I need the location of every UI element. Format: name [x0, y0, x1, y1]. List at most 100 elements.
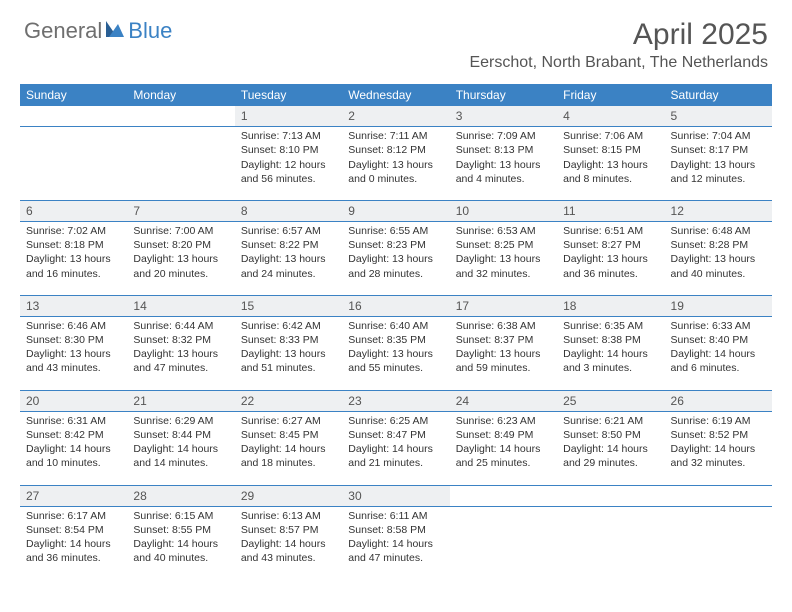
day-data-cell: Sunrise: 7:13 AMSunset: 8:10 PMDaylight:… [235, 127, 342, 201]
day-data-row: Sunrise: 6:31 AMSunset: 8:42 PMDaylight:… [20, 411, 772, 485]
weekday-header: Friday [557, 84, 664, 106]
daylight-text: Daylight: 14 hours and 47 minutes. [348, 537, 443, 565]
sunset-text: Sunset: 8:40 PM [671, 333, 766, 347]
sunrise-text: Sunrise: 6:51 AM [563, 224, 658, 238]
sunrise-text: Sunrise: 7:11 AM [348, 129, 443, 143]
sunrise-text: Sunrise: 6:13 AM [241, 509, 336, 523]
sunrise-text: Sunrise: 7:02 AM [26, 224, 121, 238]
day-number-cell: 6 [20, 200, 127, 221]
sunset-text: Sunset: 8:13 PM [456, 143, 551, 157]
sunrise-text: Sunrise: 6:46 AM [26, 319, 121, 333]
day-data-cell: Sunrise: 6:57 AMSunset: 8:22 PMDaylight:… [235, 222, 342, 296]
sunrise-text: Sunrise: 6:42 AM [241, 319, 336, 333]
page-title: April 2025 [469, 18, 768, 52]
title-block: April 2025 Eerschot, North Brabant, The … [469, 18, 768, 72]
sunrise-text: Sunrise: 7:13 AM [241, 129, 336, 143]
day-number-cell: 11 [557, 200, 664, 221]
day-number-cell: 25 [557, 390, 664, 411]
sunset-text: Sunset: 8:50 PM [563, 428, 658, 442]
day-number-cell [20, 106, 127, 127]
weekday-header: Tuesday [235, 84, 342, 106]
day-number-cell: 12 [665, 200, 772, 221]
weekday-header-row: Sunday Monday Tuesday Wednesday Thursday… [20, 84, 772, 106]
sunset-text: Sunset: 8:45 PM [241, 428, 336, 442]
day-data-cell [450, 506, 557, 579]
day-number-cell: 19 [665, 295, 772, 316]
sunset-text: Sunset: 8:52 PM [671, 428, 766, 442]
day-data-cell: Sunrise: 6:27 AMSunset: 8:45 PMDaylight:… [235, 411, 342, 485]
daylight-text: Daylight: 13 hours and 47 minutes. [133, 347, 228, 375]
day-data-cell: Sunrise: 6:21 AMSunset: 8:50 PMDaylight:… [557, 411, 664, 485]
sunrise-text: Sunrise: 6:11 AM [348, 509, 443, 523]
daylight-text: Daylight: 14 hours and 36 minutes. [26, 537, 121, 565]
day-data-cell: Sunrise: 6:48 AMSunset: 8:28 PMDaylight:… [665, 222, 772, 296]
sunset-text: Sunset: 8:49 PM [456, 428, 551, 442]
daylight-text: Daylight: 14 hours and 43 minutes. [241, 537, 336, 565]
sunset-text: Sunset: 8:58 PM [348, 523, 443, 537]
day-data-cell [127, 127, 234, 201]
day-number-cell: 15 [235, 295, 342, 316]
day-number-cell: 26 [665, 390, 772, 411]
sunrise-text: Sunrise: 6:35 AM [563, 319, 658, 333]
logo-text-blue: Blue [128, 18, 172, 44]
daylight-text: Daylight: 13 hours and 28 minutes. [348, 252, 443, 280]
day-number-cell: 22 [235, 390, 342, 411]
day-data-cell: Sunrise: 6:13 AMSunset: 8:57 PMDaylight:… [235, 506, 342, 579]
sunset-text: Sunset: 8:33 PM [241, 333, 336, 347]
daylight-text: Daylight: 14 hours and 32 minutes. [671, 442, 766, 470]
day-number-cell: 13 [20, 295, 127, 316]
daylight-text: Daylight: 14 hours and 18 minutes. [241, 442, 336, 470]
daylight-text: Daylight: 13 hours and 12 minutes. [671, 158, 766, 186]
sunrise-text: Sunrise: 6:38 AM [456, 319, 551, 333]
sunrise-text: Sunrise: 6:17 AM [26, 509, 121, 523]
weekday-header: Wednesday [342, 84, 449, 106]
daylight-text: Daylight: 13 hours and 24 minutes. [241, 252, 336, 280]
sunset-text: Sunset: 8:25 PM [456, 238, 551, 252]
day-number-cell [127, 106, 234, 127]
sunrise-text: Sunrise: 6:31 AM [26, 414, 121, 428]
sunrise-text: Sunrise: 7:04 AM [671, 129, 766, 143]
daylight-text: Daylight: 13 hours and 0 minutes. [348, 158, 443, 186]
sunrise-text: Sunrise: 7:09 AM [456, 129, 551, 143]
sunset-text: Sunset: 8:44 PM [133, 428, 228, 442]
day-data-row: Sunrise: 6:46 AMSunset: 8:30 PMDaylight:… [20, 316, 772, 390]
day-number-row: 13141516171819 [20, 295, 772, 316]
sunset-text: Sunset: 8:55 PM [133, 523, 228, 537]
sunrise-text: Sunrise: 6:48 AM [671, 224, 766, 238]
day-data-row: Sunrise: 7:13 AMSunset: 8:10 PMDaylight:… [20, 127, 772, 201]
day-data-cell: Sunrise: 6:40 AMSunset: 8:35 PMDaylight:… [342, 316, 449, 390]
logo-text-general: General [24, 18, 102, 44]
sunrise-text: Sunrise: 6:23 AM [456, 414, 551, 428]
day-data-cell: Sunrise: 6:23 AMSunset: 8:49 PMDaylight:… [450, 411, 557, 485]
sunset-text: Sunset: 8:27 PM [563, 238, 658, 252]
day-data-cell: Sunrise: 6:11 AMSunset: 8:58 PMDaylight:… [342, 506, 449, 579]
sunset-text: Sunset: 8:23 PM [348, 238, 443, 252]
day-number-cell: 20 [20, 390, 127, 411]
day-data-cell: Sunrise: 6:35 AMSunset: 8:38 PMDaylight:… [557, 316, 664, 390]
daylight-text: Daylight: 13 hours and 4 minutes. [456, 158, 551, 186]
day-number-cell: 4 [557, 106, 664, 127]
sunset-text: Sunset: 8:20 PM [133, 238, 228, 252]
sunrise-text: Sunrise: 6:57 AM [241, 224, 336, 238]
daylight-text: Daylight: 14 hours and 14 minutes. [133, 442, 228, 470]
daylight-text: Daylight: 12 hours and 56 minutes. [241, 158, 336, 186]
day-data-cell: Sunrise: 7:06 AMSunset: 8:15 PMDaylight:… [557, 127, 664, 201]
daylight-text: Daylight: 13 hours and 55 minutes. [348, 347, 443, 375]
weekday-header: Thursday [450, 84, 557, 106]
day-data-cell: Sunrise: 6:31 AMSunset: 8:42 PMDaylight:… [20, 411, 127, 485]
day-data-cell: Sunrise: 6:38 AMSunset: 8:37 PMDaylight:… [450, 316, 557, 390]
sunset-text: Sunset: 8:22 PM [241, 238, 336, 252]
sunset-text: Sunset: 8:54 PM [26, 523, 121, 537]
sunset-text: Sunset: 8:37 PM [456, 333, 551, 347]
sunset-text: Sunset: 8:28 PM [671, 238, 766, 252]
day-data-cell: Sunrise: 6:25 AMSunset: 8:47 PMDaylight:… [342, 411, 449, 485]
sunrise-text: Sunrise: 6:15 AM [133, 509, 228, 523]
day-data-row: Sunrise: 7:02 AMSunset: 8:18 PMDaylight:… [20, 222, 772, 296]
daylight-text: Daylight: 14 hours and 25 minutes. [456, 442, 551, 470]
day-number-cell: 14 [127, 295, 234, 316]
logo-sail-icon [104, 19, 126, 44]
calendar-table: Sunday Monday Tuesday Wednesday Thursday… [20, 84, 772, 579]
day-number-cell: 2 [342, 106, 449, 127]
day-data-cell: Sunrise: 7:09 AMSunset: 8:13 PMDaylight:… [450, 127, 557, 201]
sunset-text: Sunset: 8:32 PM [133, 333, 228, 347]
